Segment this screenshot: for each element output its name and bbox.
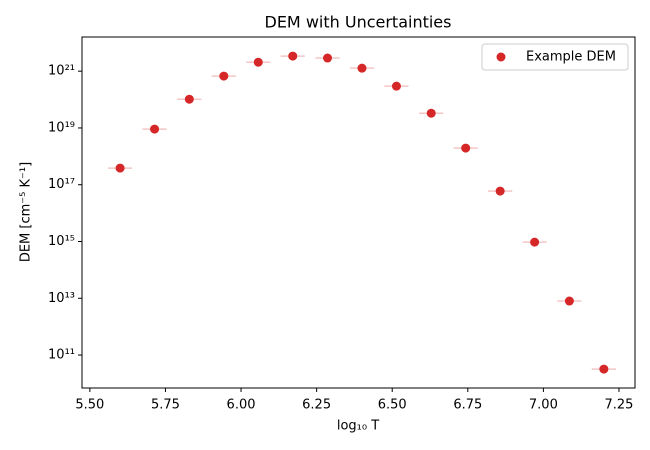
data-point [323,53,333,63]
x-tick-label: 6.25 [302,398,331,413]
data-point [495,186,505,196]
legend-marker [496,52,506,62]
plot-frame [81,36,636,389]
x-tick-label: 6.50 [378,398,407,413]
y-tick-label: 10¹⁷ [48,177,75,192]
x-tick-label: 7.25 [604,398,633,413]
y-tick-label: 10¹³ [48,291,75,306]
x-tick-label: 5.75 [151,398,180,413]
y-tick-label: 10¹⁹ [48,120,75,135]
data-point [426,108,436,118]
data-point [184,94,194,104]
chart-title: DEM with Uncertainties [265,13,452,32]
y-tick-label: 10¹¹ [48,348,75,363]
data-point [599,364,609,374]
data-point [461,143,471,153]
data-point [530,237,540,247]
x-axis-label: log₁₀ T [337,419,379,434]
data-point [564,296,574,306]
y-tick-label: 10²¹ [48,64,75,79]
data-point [253,57,263,67]
x-tick-label: 6.75 [453,398,482,413]
legend-box [481,43,629,71]
x-tick-label: 5.50 [75,398,104,413]
y-tick-label: 10¹⁵ [48,234,75,249]
data-point [115,163,125,173]
legend-label: Example DEM [526,50,616,65]
x-tick-label: 6.00 [227,398,256,413]
data-point [219,71,229,81]
y-axis-label: DEM [cm⁻⁵ K⁻¹] [19,162,34,262]
x-tick-label: 7.00 [529,398,558,413]
data-point [150,124,160,134]
data-point [357,63,367,73]
data-point [288,51,298,61]
data-point [391,81,401,91]
